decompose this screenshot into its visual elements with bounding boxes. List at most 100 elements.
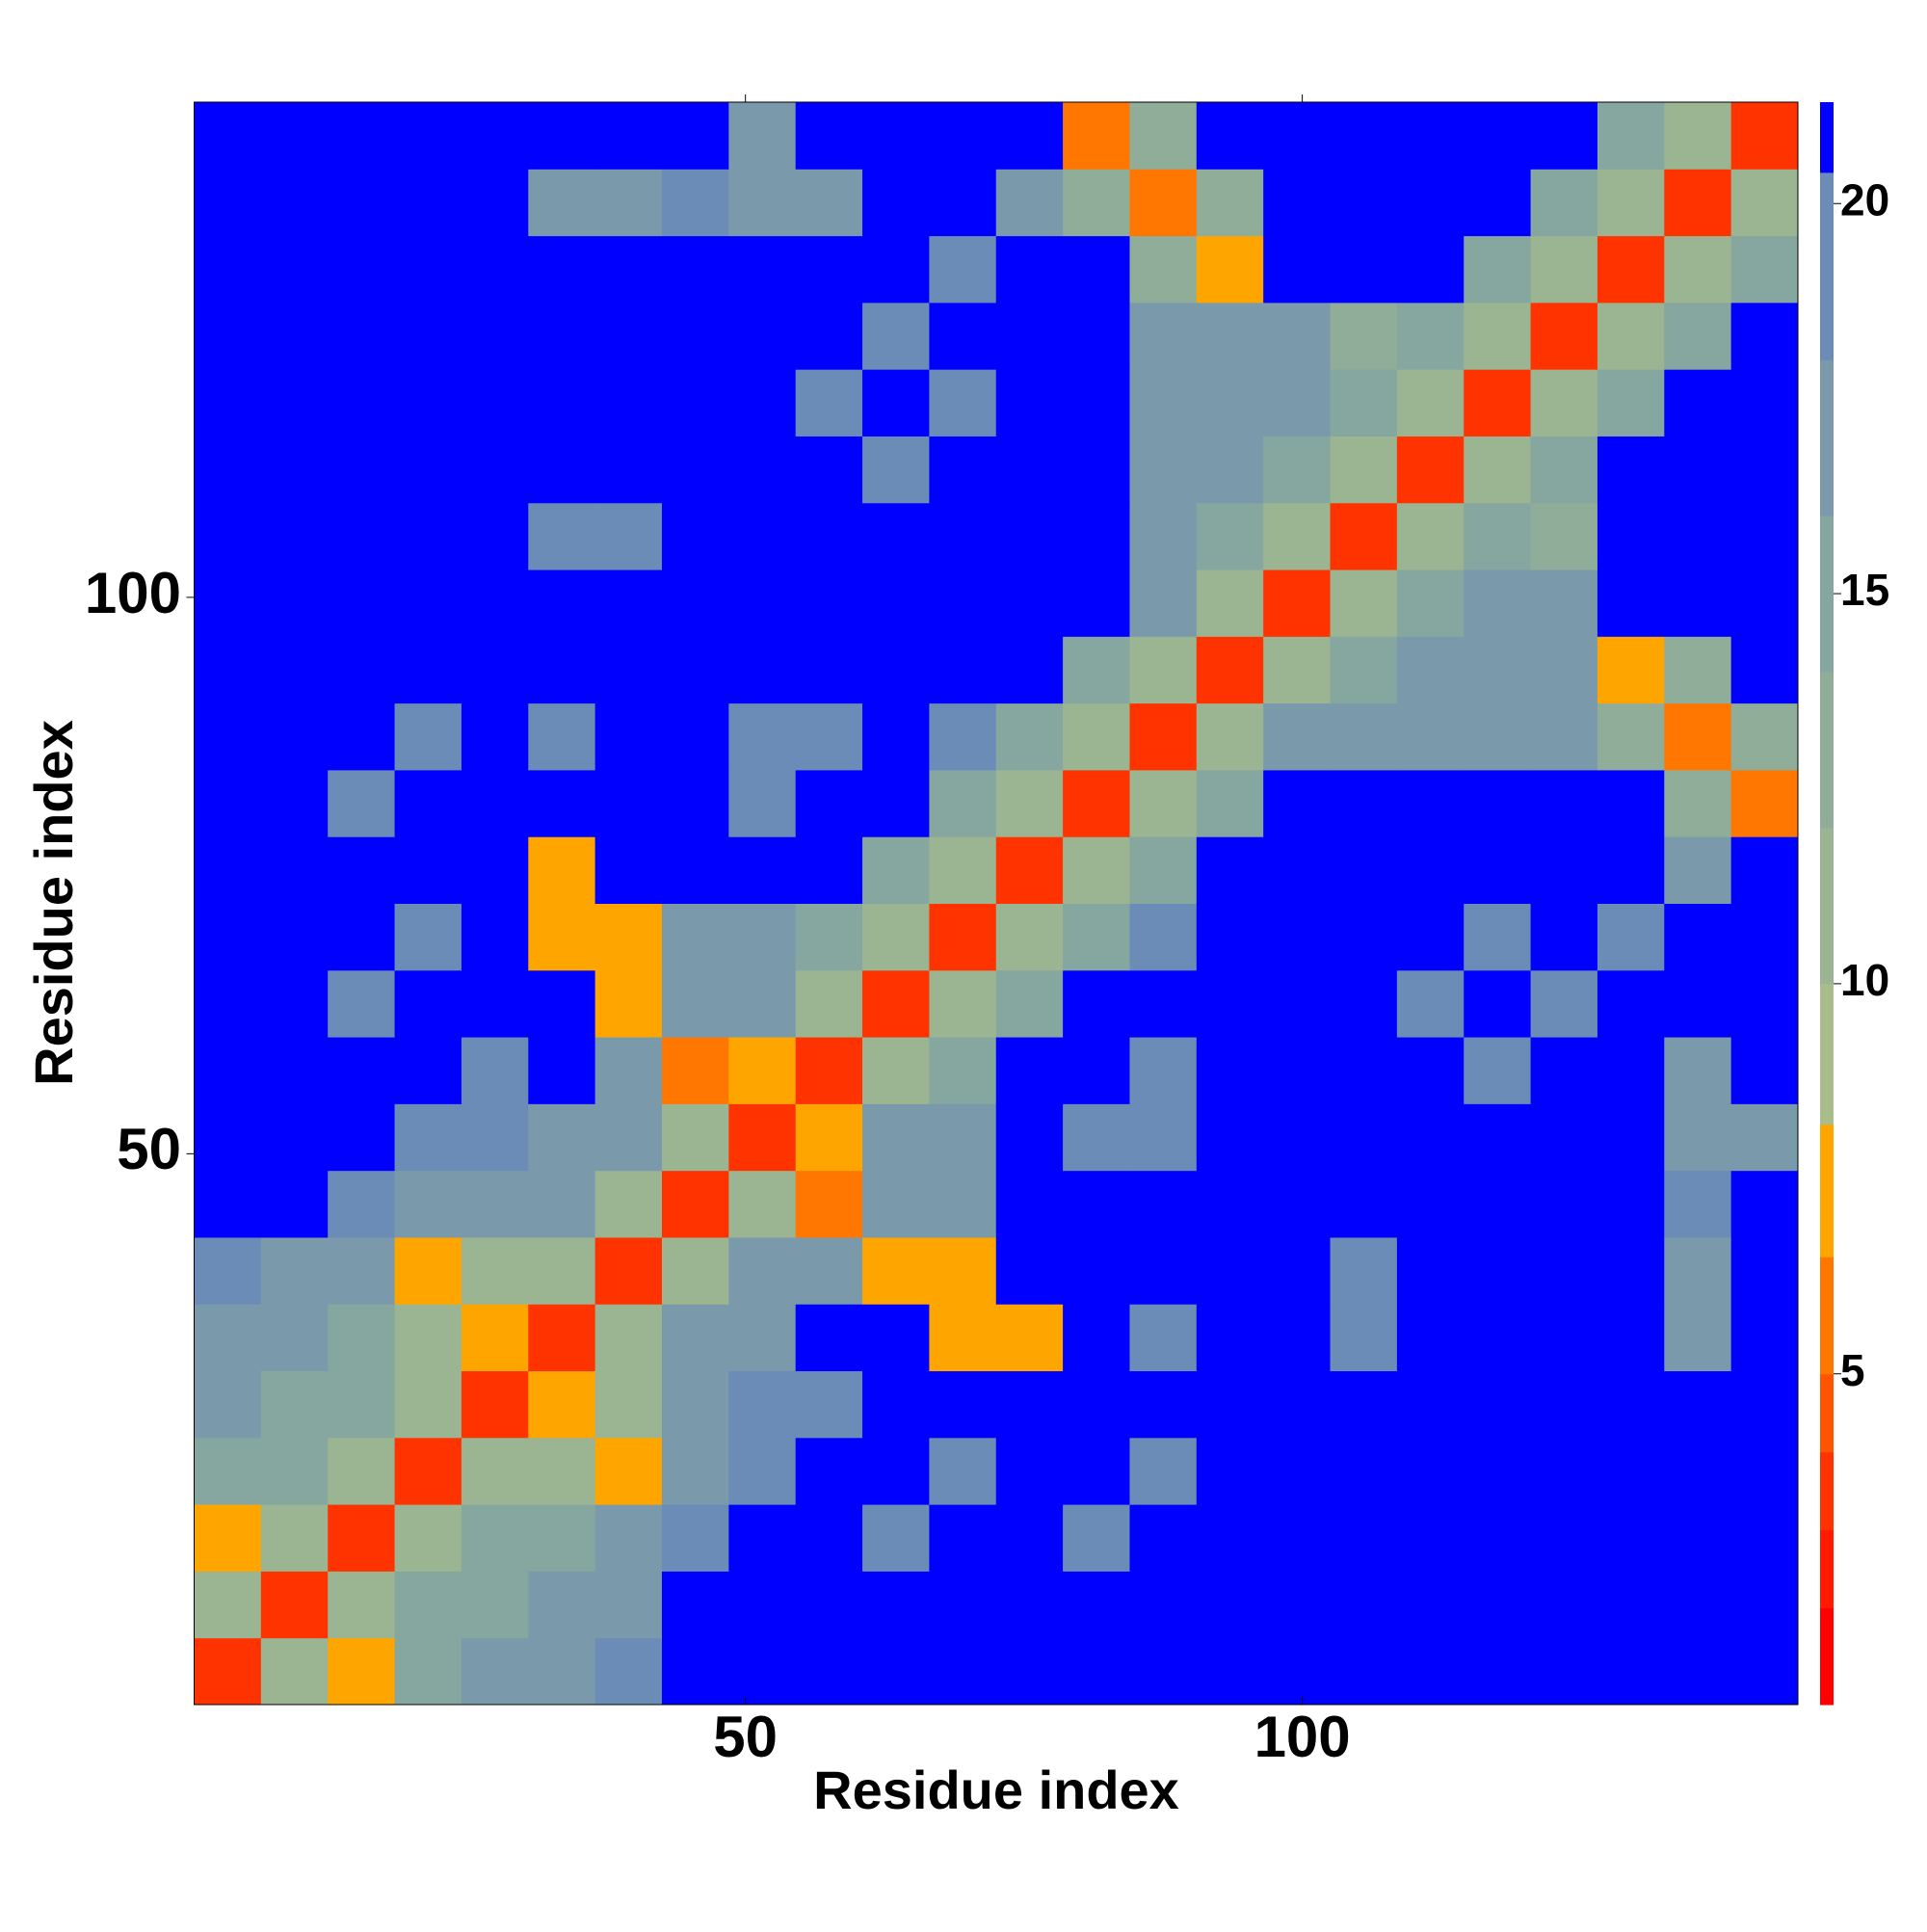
heatmap-cell — [1664, 502, 1732, 570]
heatmap-cell — [995, 302, 1064, 370]
heatmap-cell — [1129, 1304, 1198, 1372]
heatmap-cell — [795, 369, 863, 437]
heatmap-cell — [862, 1037, 930, 1104]
heatmap-cell — [661, 1637, 729, 1706]
heatmap-cell — [594, 169, 663, 237]
heatmap-cell — [1196, 169, 1264, 237]
heatmap-cell — [995, 769, 1064, 837]
heatmap-cell — [1396, 502, 1465, 570]
colorbar-band — [1820, 172, 1834, 360]
heatmap-cell — [862, 1571, 930, 1639]
heatmap-cell — [661, 1437, 729, 1505]
heatmap-cell — [1730, 102, 1799, 170]
heatmap-cell — [394, 769, 462, 837]
heatmap-cell — [594, 569, 663, 637]
heatmap-cell — [1063, 1437, 1130, 1505]
y-axis-title: Residue index — [23, 720, 84, 1086]
heatmap-cell — [1664, 1437, 1732, 1505]
heatmap-cell — [1464, 702, 1532, 771]
heatmap-cell — [728, 769, 797, 837]
heatmap-cell — [1664, 1304, 1732, 1372]
heatmap-cell — [795, 502, 863, 570]
heatmap-cell — [1263, 636, 1332, 704]
heatmap-cell — [594, 969, 663, 1038]
heatmap-cell — [929, 1103, 997, 1172]
heatmap-cell — [929, 836, 997, 904]
heatmap-cell — [795, 1370, 863, 1439]
heatmap-cell — [260, 1236, 329, 1305]
heatmap-cell — [1063, 769, 1130, 837]
heatmap-cell — [194, 369, 262, 437]
heatmap-cell — [995, 1103, 1064, 1172]
heatmap-cell — [594, 1037, 663, 1104]
heatmap-cell — [594, 102, 663, 170]
heatmap-cell — [194, 1037, 262, 1104]
heatmap-cell — [1396, 1504, 1465, 1572]
colorbar-tick-label: 5 — [1840, 1345, 1865, 1395]
heatmap-cell — [328, 1571, 396, 1639]
heatmap-cell — [1664, 1037, 1732, 1104]
heatmap-cell — [1730, 1370, 1799, 1439]
heatmap-cell — [1196, 769, 1264, 837]
heatmap-cell — [394, 1170, 462, 1238]
heatmap-cell — [1196, 235, 1264, 304]
heatmap-cell — [328, 102, 396, 170]
heatmap-cell — [862, 1437, 930, 1505]
heatmap-cell — [594, 1304, 663, 1372]
heatmap-cell — [528, 169, 596, 237]
heatmap-cell — [661, 569, 729, 637]
heatmap-cell — [1530, 903, 1598, 971]
heatmap-cell — [1597, 636, 1665, 704]
heatmap-cell — [394, 702, 462, 771]
heatmap-cell — [328, 1304, 396, 1372]
heatmap-cell — [728, 1304, 797, 1372]
heatmap-cell — [328, 636, 396, 704]
heatmap-cell — [594, 769, 663, 837]
heatmap-cell — [1730, 636, 1799, 704]
heatmap-cell — [461, 302, 529, 370]
heatmap-cell — [194, 302, 262, 370]
heatmap-cell — [328, 1236, 396, 1305]
heatmap-cell — [795, 1304, 863, 1372]
heatmap-cell — [461, 969, 529, 1038]
heatmap-cell — [461, 636, 529, 704]
heatmap-cell — [1730, 836, 1799, 904]
heatmap-cell — [1530, 436, 1598, 504]
heatmap-cell — [1597, 436, 1665, 504]
heatmap-cell — [1597, 1637, 1665, 1706]
heatmap-cell — [1129, 1437, 1198, 1505]
heatmap-cell — [862, 102, 930, 170]
heatmap-cell — [260, 702, 329, 771]
heatmap-cell — [461, 1304, 529, 1372]
heatmap-cell — [1730, 369, 1799, 437]
colorbar-tick-label: 20 — [1840, 174, 1889, 225]
heatmap-cell — [1730, 1637, 1799, 1706]
heatmap-cell — [661, 702, 729, 771]
heatmap-cell — [1730, 302, 1799, 370]
heatmap-cell — [1196, 1437, 1264, 1505]
heatmap-cell — [1530, 502, 1598, 570]
heatmap-cell — [594, 1236, 663, 1305]
heatmap-cell — [1196, 502, 1264, 570]
heatmap-cell — [461, 1170, 529, 1238]
heatmap-cell — [728, 1370, 797, 1439]
heatmap-cell — [1063, 1504, 1130, 1572]
heatmap-cell — [1129, 636, 1198, 704]
heatmap-cell — [1730, 1236, 1799, 1305]
heatmap-cell — [1664, 235, 1732, 304]
heatmap-cell — [1396, 1037, 1465, 1104]
heatmap-cell — [1464, 969, 1532, 1038]
heatmap-cell — [1063, 436, 1130, 504]
heatmap-cell — [795, 1037, 863, 1104]
heatmap-cell — [862, 636, 930, 704]
heatmap-cell — [328, 1103, 396, 1172]
heatmap-cell — [1063, 169, 1130, 237]
heatmap-cell — [260, 636, 329, 704]
heatmap-cell — [1063, 969, 1130, 1038]
heatmap-cell — [1196, 369, 1264, 437]
heatmap-cell — [194, 102, 262, 170]
heatmap-cell — [995, 569, 1064, 637]
heatmap-cell — [394, 169, 462, 237]
x-axis-title: Residue index — [813, 1760, 1179, 1820]
heatmap-cell — [1530, 1437, 1598, 1505]
